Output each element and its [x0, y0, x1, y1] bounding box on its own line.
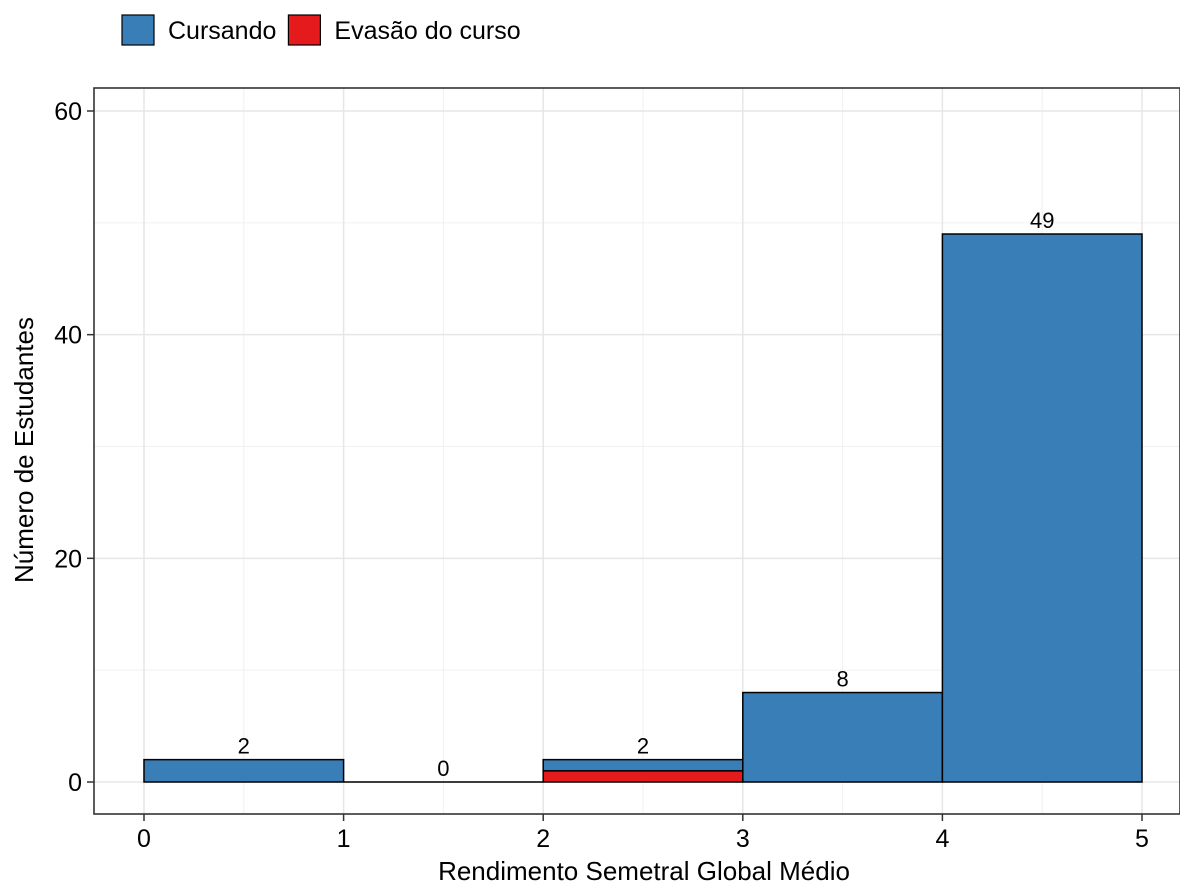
x-tick-label: 0	[137, 825, 151, 853]
x-tick-label: 3	[736, 825, 750, 853]
y-tick-label: 0	[68, 769, 82, 797]
x-tick-label: 1	[337, 825, 351, 853]
data-label-3: 8	[836, 667, 848, 692]
x-tick-label: 5	[1135, 825, 1149, 853]
x-axis-title: Rendimento Semetral Global Médio	[438, 856, 850, 886]
bar-evasao-2	[542, 770, 744, 783]
data-labels: 2 0 2 8 49	[238, 208, 1055, 781]
legend-label-0: Cursando	[168, 17, 276, 45]
data-label-4: 49	[1030, 208, 1054, 233]
legend: Cursando Evasão do curso	[121, 14, 521, 46]
legend-swatch-1	[287, 14, 322, 46]
y-axis: 0 20 40 60	[54, 98, 94, 797]
data-label-1: 0	[437, 756, 449, 781]
legend-swatch-0	[121, 14, 155, 46]
legend-label-1: Evasão do curso	[334, 17, 520, 45]
bar-cursando-4	[941, 233, 1143, 783]
x-axis: 0 1 2 3 4 5	[137, 814, 1149, 853]
y-axis-title: Número de Estudantes	[9, 317, 39, 583]
bar-cursando-2	[542, 758, 744, 772]
plot-border	[93, 87, 1180, 815]
y-tick-label: 60	[54, 98, 82, 126]
bar-cursando-3	[742, 691, 944, 783]
x-tick-label: 4	[935, 825, 949, 853]
data-label-0: 2	[238, 734, 250, 759]
bar-cursando-0	[143, 758, 345, 783]
bars	[143, 233, 1143, 783]
y-tick-label: 40	[54, 322, 82, 350]
y-tick-label: 20	[54, 545, 82, 573]
x-tick-label: 2	[536, 825, 550, 853]
data-label-2: 2	[637, 734, 649, 759]
